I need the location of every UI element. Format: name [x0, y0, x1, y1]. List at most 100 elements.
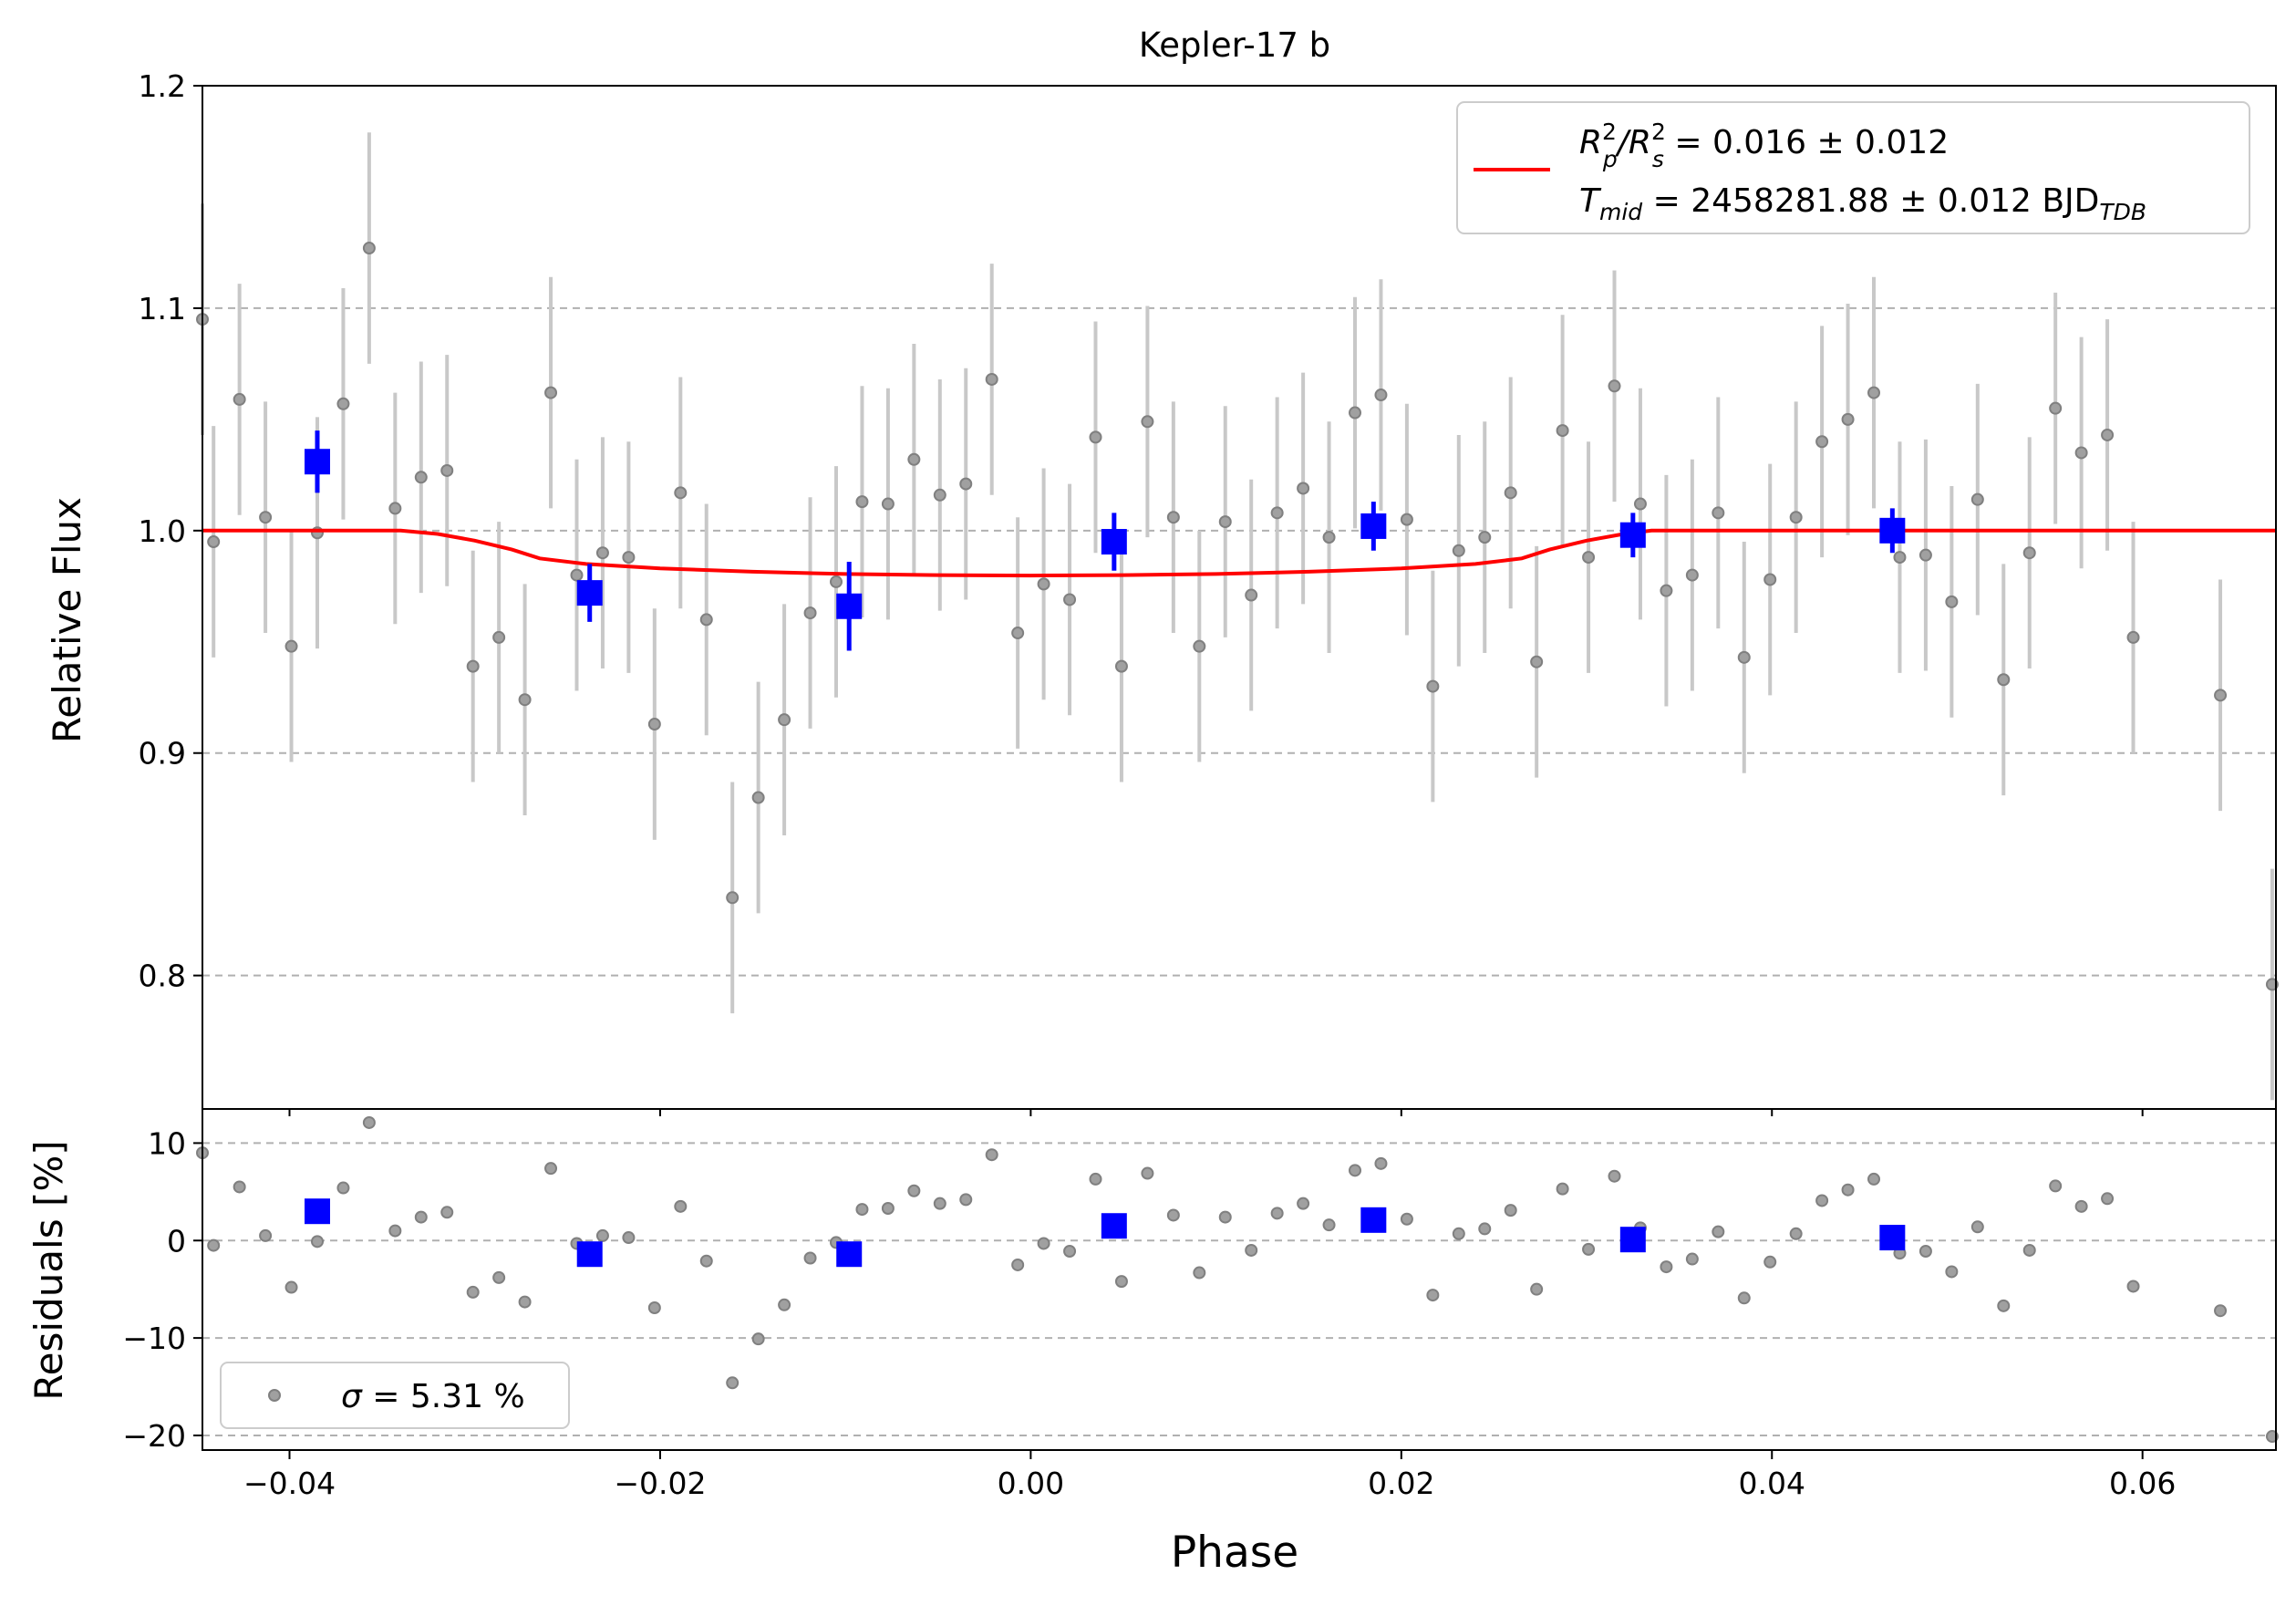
residual-data-point — [1867, 1172, 1881, 1186]
residual-data-point — [1919, 1245, 1932, 1259]
flux-data-point — [1270, 506, 1284, 520]
flux-data-point — [726, 891, 739, 905]
flux-data-point — [1919, 548, 1932, 562]
residuals-panel: −20 −10 0 10 −0.04 −0.02 0.00 0.02 0.04 0.06 Res… — [26, 1108, 2279, 1578]
flux-data-point — [1841, 412, 1855, 426]
residual-data-point — [2214, 1304, 2228, 1318]
flux-data-point — [544, 386, 558, 399]
residual-data-point — [1737, 1291, 1751, 1305]
flux-binned-point — [1101, 529, 1127, 555]
residuals-points — [196, 1115, 2279, 1444]
residual-data-point — [414, 1210, 428, 1224]
flux-data-point — [647, 718, 661, 731]
flux-data-point — [1945, 595, 1959, 608]
residuals-y-tick-label: −20 — [122, 1418, 186, 1454]
residual-data-point — [1997, 1299, 2011, 1312]
residual-data-point — [259, 1228, 273, 1242]
x-tick-label: −0.02 — [614, 1466, 706, 1501]
residual-data-point — [1945, 1265, 1959, 1279]
x-tick-label: 0.04 — [1739, 1466, 1805, 1501]
legend-tmid-text: Tmid = 2458281.88 ± 0.012 BJDTDB — [1579, 182, 2146, 225]
flux-data-point — [1737, 650, 1751, 664]
residual-data-point — [647, 1300, 661, 1314]
residual-data-point — [1789, 1227, 1803, 1240]
flux-data-point — [699, 613, 713, 627]
residual-data-point — [1815, 1194, 1829, 1207]
residual-data-point — [1400, 1212, 1413, 1226]
flux-data-point — [1297, 482, 1310, 495]
residual-data-point — [544, 1162, 558, 1176]
flux-data-point — [830, 575, 843, 588]
residual-data-point — [1270, 1207, 1284, 1220]
flux-binned-points — [304, 430, 1906, 651]
flux-data-point — [933, 488, 946, 502]
residuals-y-axis-label: Residuals [%] — [26, 1140, 71, 1400]
residual-data-point — [1297, 1197, 1310, 1210]
flux-data-point — [1867, 386, 1881, 399]
residual-data-point — [466, 1285, 480, 1299]
flux-data-point — [1504, 486, 1517, 500]
residual-data-point — [388, 1224, 402, 1238]
flux-data-point — [1218, 515, 1232, 529]
residual-data-point — [933, 1197, 946, 1210]
residual-binned-point — [1101, 1213, 1127, 1239]
residual-data-point — [1063, 1245, 1077, 1259]
residual-data-point — [518, 1295, 532, 1309]
residual-data-point — [1478, 1222, 1492, 1236]
residual-data-point — [778, 1298, 791, 1311]
flux-data-point — [440, 463, 454, 477]
x-tick-label: 0.06 — [2109, 1466, 2176, 1501]
flux-data-point — [1400, 513, 1413, 526]
chart-title: Kepler-17 b — [1139, 26, 1330, 65]
legend-residual-marker — [268, 1389, 281, 1402]
flux-data-point — [1970, 492, 1984, 506]
flux-y-tick-label: 0.9 — [139, 736, 186, 772]
residual-binned-point — [836, 1241, 863, 1268]
residual-data-point — [2074, 1199, 2088, 1213]
residual-data-point — [1582, 1242, 1596, 1256]
flux-points — [196, 242, 2279, 991]
residuals-y-tick-label: 0 — [167, 1223, 186, 1259]
flux-data-point — [207, 535, 221, 549]
residual-data-point — [1712, 1225, 1725, 1238]
residual-data-point — [855, 1203, 869, 1217]
flux-binned-point — [836, 593, 863, 619]
flux-data-point — [1452, 544, 1465, 557]
legend-sigma-text: σ = 5.31 % — [341, 1378, 525, 1415]
flux-data-point — [1063, 593, 1077, 606]
residual-data-point — [699, 1254, 713, 1268]
flux-data-point — [2074, 446, 2088, 460]
residuals-y-ticks: −20 −10 0 10 — [122, 1125, 202, 1454]
flux-binned-point — [1619, 522, 1646, 548]
residual-data-point — [336, 1181, 350, 1195]
residual-data-point — [1841, 1183, 1855, 1197]
flux-data-point — [778, 713, 791, 727]
flux-data-point — [570, 568, 584, 582]
flux-data-point — [336, 397, 350, 410]
flux-data-point — [622, 551, 636, 565]
residual-data-point — [1426, 1289, 1440, 1302]
residuals-x-ticks: −0.04 −0.02 0.00 0.02 0.04 0.06 — [243, 1450, 2176, 1501]
residual-data-point — [1970, 1220, 1984, 1234]
flux-data-point — [1763, 573, 1777, 586]
residual-data-point — [1608, 1169, 1621, 1183]
flux-data-point — [803, 606, 817, 620]
flux-data-point — [2126, 630, 2140, 644]
flux-data-point — [1789, 511, 1803, 524]
flux-data-point — [518, 693, 532, 707]
flux-y-tick-label: 1.2 — [139, 68, 186, 104]
residual-data-point — [1556, 1182, 1569, 1196]
residual-data-point — [1141, 1166, 1154, 1180]
residual-data-point — [726, 1376, 739, 1390]
residual-data-point — [1660, 1260, 1673, 1274]
residual-data-point — [233, 1180, 246, 1194]
residuals-y-tick-label: −10 — [122, 1321, 186, 1356]
residual-data-point — [1349, 1164, 1362, 1177]
residual-data-point — [881, 1201, 895, 1215]
residual-data-point — [492, 1270, 506, 1284]
residual-data-point — [1322, 1218, 1336, 1232]
flux-data-point — [1478, 531, 1492, 544]
flux-data-point — [959, 477, 973, 491]
flux-data-point — [1815, 435, 1829, 449]
